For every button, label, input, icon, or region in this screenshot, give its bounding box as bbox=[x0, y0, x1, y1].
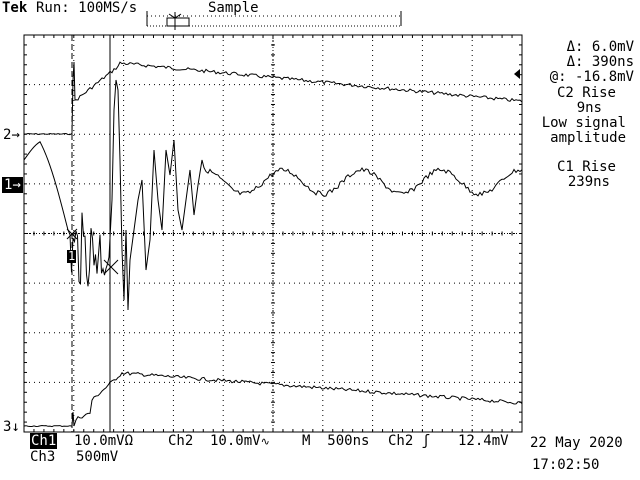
c2-rise-label: C2 Rise bbox=[556, 85, 616, 101]
ch3-scale: 500mV bbox=[76, 449, 119, 465]
ch2-ground-marker: 2→ bbox=[3, 127, 20, 143]
trigger-cursor-label: 1 bbox=[67, 249, 77, 263]
ch3-label: Ch3 bbox=[30, 449, 56, 465]
ch3-ground-marker: 3↓ bbox=[3, 419, 20, 435]
waveform-traces bbox=[23, 61, 523, 428]
ch1-ground-marker: 1→ bbox=[2, 177, 23, 193]
cursor-cross-icon bbox=[103, 259, 119, 275]
c2-rise-value: 9ns bbox=[576, 100, 602, 116]
ch2-label: Ch2 bbox=[168, 433, 194, 449]
run-status: Run: 100MS/s bbox=[36, 0, 138, 16]
delta-voltage-readout: Δ: 6.0mV bbox=[566, 39, 634, 55]
record-position-bar bbox=[146, 11, 402, 30]
rising-edge-icon: ʃ bbox=[421, 433, 431, 449]
trigger-source: Ch2 ʃ bbox=[388, 433, 431, 449]
cursor-arrow-icon bbox=[514, 69, 520, 79]
date: 22 May 2020 bbox=[530, 435, 623, 451]
measurement-cursors bbox=[66, 35, 119, 432]
warning-line-2: amplitude bbox=[550, 130, 626, 146]
trigger-level: 12.4mV bbox=[458, 433, 509, 449]
cursor-cross-icon bbox=[66, 228, 78, 240]
acquisition-mode: Sample bbox=[208, 0, 259, 16]
c1-rise-label: C1 Rise bbox=[556, 159, 616, 175]
ch2-waveform bbox=[23, 61, 523, 136]
time: 17:02:50 bbox=[532, 457, 600, 473]
ch1-waveform bbox=[23, 79, 523, 311]
ch1-label: Ch1 bbox=[30, 433, 58, 449]
timebase: M 500ns bbox=[302, 433, 370, 449]
ch1-scale: 10.0mVΩ bbox=[74, 433, 134, 449]
warning-line-1: Low signal bbox=[541, 115, 626, 131]
brand-logo: Tek bbox=[2, 0, 28, 16]
c1-rise-value: 239ns bbox=[567, 174, 610, 190]
delta-time-readout: Δ: 390ns bbox=[566, 54, 634, 70]
graticule bbox=[23, 34, 523, 433]
cursor-voltage-readout: @: -16.8mV bbox=[549, 69, 634, 85]
ch3-waveform bbox=[23, 371, 523, 428]
ch2-scale: 10.0mV∿ bbox=[210, 433, 270, 449]
